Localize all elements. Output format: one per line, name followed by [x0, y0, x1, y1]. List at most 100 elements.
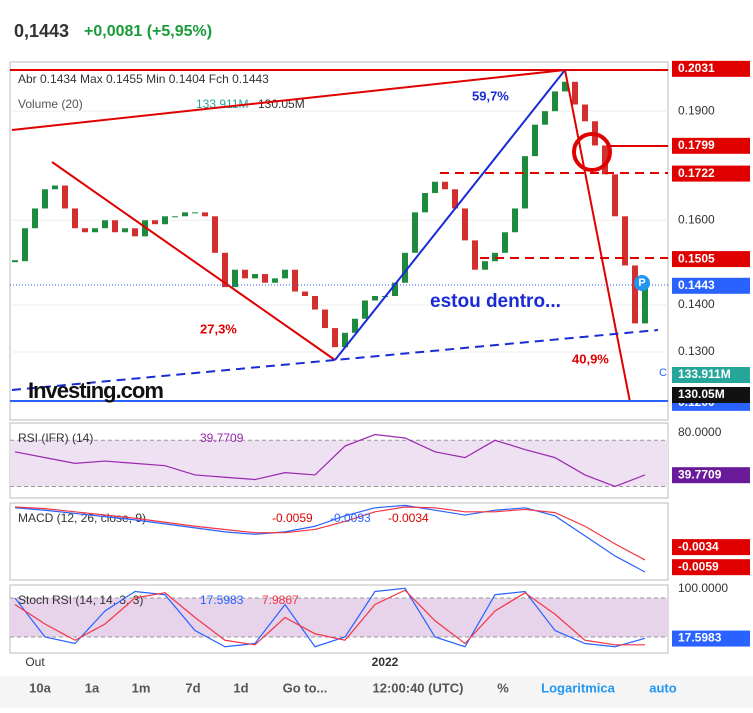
candle	[422, 193, 428, 213]
candle	[362, 300, 368, 319]
candle	[442, 181, 448, 190]
axis-label-box	[672, 137, 750, 154]
annotation: 40,9%	[572, 351, 609, 366]
legend-value: -0.0059	[272, 511, 313, 525]
drawing-circle	[572, 132, 612, 172]
axis-label-box	[672, 251, 750, 268]
candle	[42, 189, 48, 209]
drawing-line	[51, 161, 336, 361]
candle	[522, 156, 528, 209]
candle	[262, 274, 268, 283]
indicator-line	[14, 587, 646, 648]
candle	[102, 220, 108, 229]
candle	[292, 269, 298, 292]
axis-label: 0.1799	[678, 138, 715, 152]
drawing-line	[564, 69, 631, 403]
indicator-title: Stoch RSI (14, 14, 3, 3)	[18, 593, 143, 607]
axis-label-box	[672, 60, 750, 77]
x-tick-label: 2022	[372, 655, 399, 669]
axis-label-box	[672, 630, 750, 647]
y-tick-label: 0.1600	[678, 212, 715, 226]
candle	[322, 309, 328, 329]
legend: Abr 0.1434 Max 0.1455 Min 0.1404 Fch 0.1…	[18, 72, 269, 86]
toolbar-button[interactable]: 1m	[132, 680, 151, 695]
candle	[202, 212, 208, 217]
toolbar-button[interactable]: Go to...	[283, 680, 328, 695]
axis-label: -0.0059	[678, 559, 719, 573]
toolbar-button[interactable]: 7d	[185, 680, 200, 695]
marker-circle	[634, 275, 650, 291]
indicator-line	[14, 433, 646, 488]
axis-label-box	[672, 387, 750, 403]
toolbar	[0, 676, 753, 708]
candle	[432, 181, 438, 194]
candle	[632, 265, 638, 324]
volume-legend: Volume (20)	[18, 97, 83, 111]
candle	[82, 228, 88, 233]
toolbar-button[interactable]: auto	[649, 680, 677, 695]
indicator-line	[14, 589, 645, 646]
annotation: 59,7%	[472, 88, 509, 103]
toolbar-button[interactable]: 1a	[85, 680, 100, 695]
marker: P	[638, 277, 645, 289]
annotations: 59,7% 27,3% 40,9% estou dentro... Invest…	[28, 88, 667, 402]
candle	[542, 111, 548, 125]
toolbar-button[interactable]: 10a	[29, 680, 51, 695]
axis-label-box	[672, 467, 750, 484]
candle	[132, 228, 138, 237]
drawings	[10, 69, 668, 403]
candle	[552, 91, 558, 112]
charts: 0.1900 0.1600 0.1400 0.1300 Out 2022 0.2031 0.1…	[10, 60, 750, 669]
candle	[332, 328, 338, 348]
indicator-title: RSI (IFR) (14)	[18, 431, 93, 445]
candle	[112, 220, 118, 233]
toolbar-buttons: 10a 1a 1m 7d 1d Go to... 12:00:40 (UTC)% Logari…	[29, 680, 677, 695]
toolbar-button[interactable]: %	[497, 680, 509, 695]
toolbar-button[interactable]: 12:00:40 (UTC)	[372, 680, 463, 695]
legend-value: -0.0093	[330, 511, 371, 525]
candle	[32, 208, 38, 229]
candle	[372, 295, 378, 301]
drawing-line	[11, 329, 659, 391]
candle	[612, 174, 618, 217]
candle	[272, 278, 278, 283]
y-tick-label: 0.1400	[678, 297, 715, 311]
y-tick-label: 80.0000	[678, 425, 722, 439]
candle	[92, 228, 98, 233]
toolbar-button[interactable]: 1d	[233, 680, 248, 695]
candle	[642, 285, 648, 324]
annotation: estou dentro...	[430, 291, 561, 312]
candle	[352, 318, 358, 333]
candle	[572, 81, 578, 105]
candle	[502, 232, 508, 253]
y-tick-label: 100.0000	[678, 581, 728, 595]
legend-value: -0.0034	[388, 511, 429, 525]
axis-label: 133.911M	[678, 367, 731, 381]
annotation: 27,3%	[200, 321, 237, 336]
candle	[462, 208, 468, 241]
toolbar-button[interactable]: Logaritmica	[541, 680, 615, 695]
axis-label: -0.0034	[678, 539, 719, 553]
axis-label-box	[672, 539, 750, 556]
candle	[452, 189, 458, 209]
candle	[72, 208, 78, 229]
indicator-line	[14, 506, 646, 561]
candle	[252, 274, 258, 279]
y-tick-label: 0.1300	[678, 344, 715, 358]
candle	[512, 208, 518, 233]
candle	[582, 104, 588, 122]
candle	[312, 295, 318, 310]
candle	[532, 124, 538, 157]
candle	[402, 252, 408, 283]
candle	[392, 282, 398, 296]
frame	[9, 502, 669, 581]
candle	[302, 291, 308, 296]
candle	[602, 145, 608, 175]
candle	[622, 216, 628, 266]
candle	[562, 81, 568, 92]
candle	[412, 212, 418, 253]
candle	[342, 332, 348, 348]
legend-value: 39.7709	[200, 431, 244, 445]
candle	[122, 228, 128, 233]
